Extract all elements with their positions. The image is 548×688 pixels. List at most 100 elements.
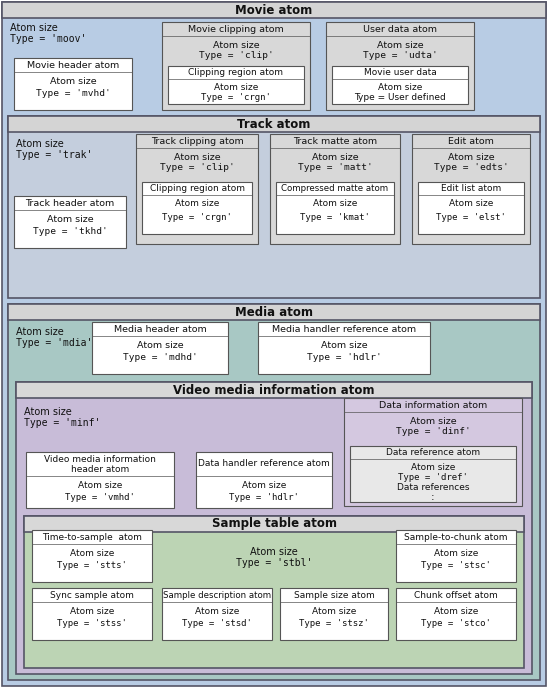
Text: Type = 'trak': Type = 'trak' bbox=[16, 150, 93, 160]
Text: Atom size: Atom size bbox=[313, 200, 357, 208]
Text: Clipping region atom: Clipping region atom bbox=[189, 68, 283, 77]
Bar bbox=[396, 530, 516, 582]
Text: Type = 'matt': Type = 'matt' bbox=[298, 164, 373, 173]
Text: Type = 'clip': Type = 'clip' bbox=[159, 164, 235, 173]
Text: Type = 'edts': Type = 'edts' bbox=[433, 164, 509, 173]
Text: Type = 'minf': Type = 'minf' bbox=[24, 418, 100, 428]
Text: Type = 'moov': Type = 'moov' bbox=[10, 34, 87, 44]
Text: Edit list atom: Edit list atom bbox=[441, 184, 501, 193]
Text: Sample size atom: Sample size atom bbox=[294, 590, 374, 599]
Text: Atom size: Atom size bbox=[47, 215, 93, 224]
Text: Type = 'stsz': Type = 'stsz' bbox=[299, 619, 369, 629]
Text: Atom size: Atom size bbox=[175, 200, 219, 208]
Bar bbox=[8, 304, 540, 320]
Text: Data information atom: Data information atom bbox=[379, 400, 487, 409]
Text: Atom size: Atom size bbox=[434, 548, 478, 557]
Bar bbox=[2, 2, 546, 18]
Text: Type = 'tkhd': Type = 'tkhd' bbox=[33, 228, 107, 237]
Bar bbox=[8, 116, 540, 132]
Text: Atom size: Atom size bbox=[16, 327, 64, 337]
Text: Atom size: Atom size bbox=[242, 482, 286, 491]
Text: Atom size: Atom size bbox=[312, 607, 356, 616]
Text: Type = 'stts': Type = 'stts' bbox=[57, 561, 127, 570]
Text: Sample table atom: Sample table atom bbox=[212, 517, 336, 530]
Bar bbox=[14, 58, 132, 110]
Bar bbox=[24, 516, 524, 532]
Text: Time-to-sample  atom: Time-to-sample atom bbox=[42, 533, 142, 541]
Text: Atom size: Atom size bbox=[24, 407, 72, 417]
Text: Atom size: Atom size bbox=[78, 482, 122, 491]
Bar bbox=[396, 588, 516, 640]
Bar bbox=[332, 66, 468, 104]
Text: Atom size: Atom size bbox=[376, 41, 423, 50]
Bar bbox=[32, 588, 152, 640]
Text: Atom size: Atom size bbox=[411, 462, 455, 471]
Bar bbox=[16, 382, 532, 398]
Text: Type = 'udta': Type = 'udta' bbox=[363, 52, 437, 61]
Text: Video media information: Video media information bbox=[44, 455, 156, 464]
Bar bbox=[92, 322, 228, 374]
Text: Atom size: Atom size bbox=[174, 153, 220, 162]
Text: Atom size: Atom size bbox=[214, 83, 258, 92]
Bar bbox=[24, 516, 524, 668]
Text: Type = 'mdhd': Type = 'mdhd' bbox=[123, 354, 197, 363]
Text: Data references: Data references bbox=[397, 484, 469, 493]
Bar bbox=[196, 452, 332, 508]
Text: Type = User defined: Type = User defined bbox=[354, 92, 446, 102]
Text: User data atom: User data atom bbox=[363, 25, 437, 34]
Bar bbox=[14, 196, 126, 248]
Text: Type = 'stss': Type = 'stss' bbox=[57, 619, 127, 629]
Bar bbox=[270, 134, 400, 244]
Text: Atom size: Atom size bbox=[448, 153, 494, 162]
Bar bbox=[344, 398, 522, 506]
Text: Atom size: Atom size bbox=[136, 341, 184, 350]
Bar bbox=[280, 588, 388, 640]
Text: Track header atom: Track header atom bbox=[25, 199, 115, 208]
Text: Atom size: Atom size bbox=[16, 139, 64, 149]
Text: Clipping region atom: Clipping region atom bbox=[150, 184, 244, 193]
Bar bbox=[142, 182, 252, 234]
Text: Media handler reference atom: Media handler reference atom bbox=[272, 325, 416, 334]
Bar bbox=[162, 588, 272, 640]
Text: Sample description atom: Sample description atom bbox=[163, 590, 271, 599]
Text: Type = 'hdlr': Type = 'hdlr' bbox=[229, 493, 299, 502]
Bar bbox=[326, 22, 474, 110]
Text: Type = 'clip': Type = 'clip' bbox=[198, 52, 273, 61]
Text: Movie atom: Movie atom bbox=[236, 3, 312, 17]
Bar bbox=[8, 116, 540, 298]
Bar bbox=[276, 182, 394, 234]
Text: Atom size: Atom size bbox=[410, 416, 456, 425]
Text: Atom size: Atom size bbox=[70, 548, 114, 557]
Text: Atom size: Atom size bbox=[321, 341, 367, 350]
Text: Type = 'mdia': Type = 'mdia' bbox=[16, 338, 93, 348]
Text: Type = 'stbl': Type = 'stbl' bbox=[236, 558, 312, 568]
Text: Movie header atom: Movie header atom bbox=[27, 61, 119, 69]
Text: Type = 'mvhd': Type = 'mvhd' bbox=[36, 89, 110, 98]
Text: Type = 'vmhd': Type = 'vmhd' bbox=[65, 493, 135, 502]
Text: Atom size: Atom size bbox=[250, 547, 298, 557]
Bar bbox=[16, 382, 532, 674]
Text: Atom size: Atom size bbox=[70, 607, 114, 616]
Text: Atom size: Atom size bbox=[195, 607, 239, 616]
Bar bbox=[258, 322, 430, 374]
Text: Type = 'crgn': Type = 'crgn' bbox=[201, 92, 271, 102]
Text: Media header atom: Media header atom bbox=[113, 325, 207, 334]
Bar bbox=[26, 452, 174, 508]
Text: Track atom: Track atom bbox=[237, 118, 311, 131]
Text: Atom size: Atom size bbox=[312, 153, 358, 162]
Text: Data handler reference atom: Data handler reference atom bbox=[198, 460, 330, 469]
Text: Movie clipping atom: Movie clipping atom bbox=[188, 25, 284, 34]
Text: Chunk offset atom: Chunk offset atom bbox=[414, 590, 498, 599]
Bar bbox=[418, 182, 524, 234]
Text: Type = 'crgn': Type = 'crgn' bbox=[162, 213, 232, 222]
Bar bbox=[350, 446, 516, 502]
Text: Edit atom: Edit atom bbox=[448, 136, 494, 145]
Text: Data reference atom: Data reference atom bbox=[386, 448, 480, 457]
Text: Atom size: Atom size bbox=[50, 76, 96, 85]
Text: Media atom: Media atom bbox=[235, 305, 313, 319]
Text: :: : bbox=[431, 492, 435, 502]
Text: Type = 'stsd': Type = 'stsd' bbox=[182, 619, 252, 629]
Bar bbox=[136, 134, 258, 244]
Text: Atom size: Atom size bbox=[449, 200, 493, 208]
Text: header atom: header atom bbox=[71, 466, 129, 475]
